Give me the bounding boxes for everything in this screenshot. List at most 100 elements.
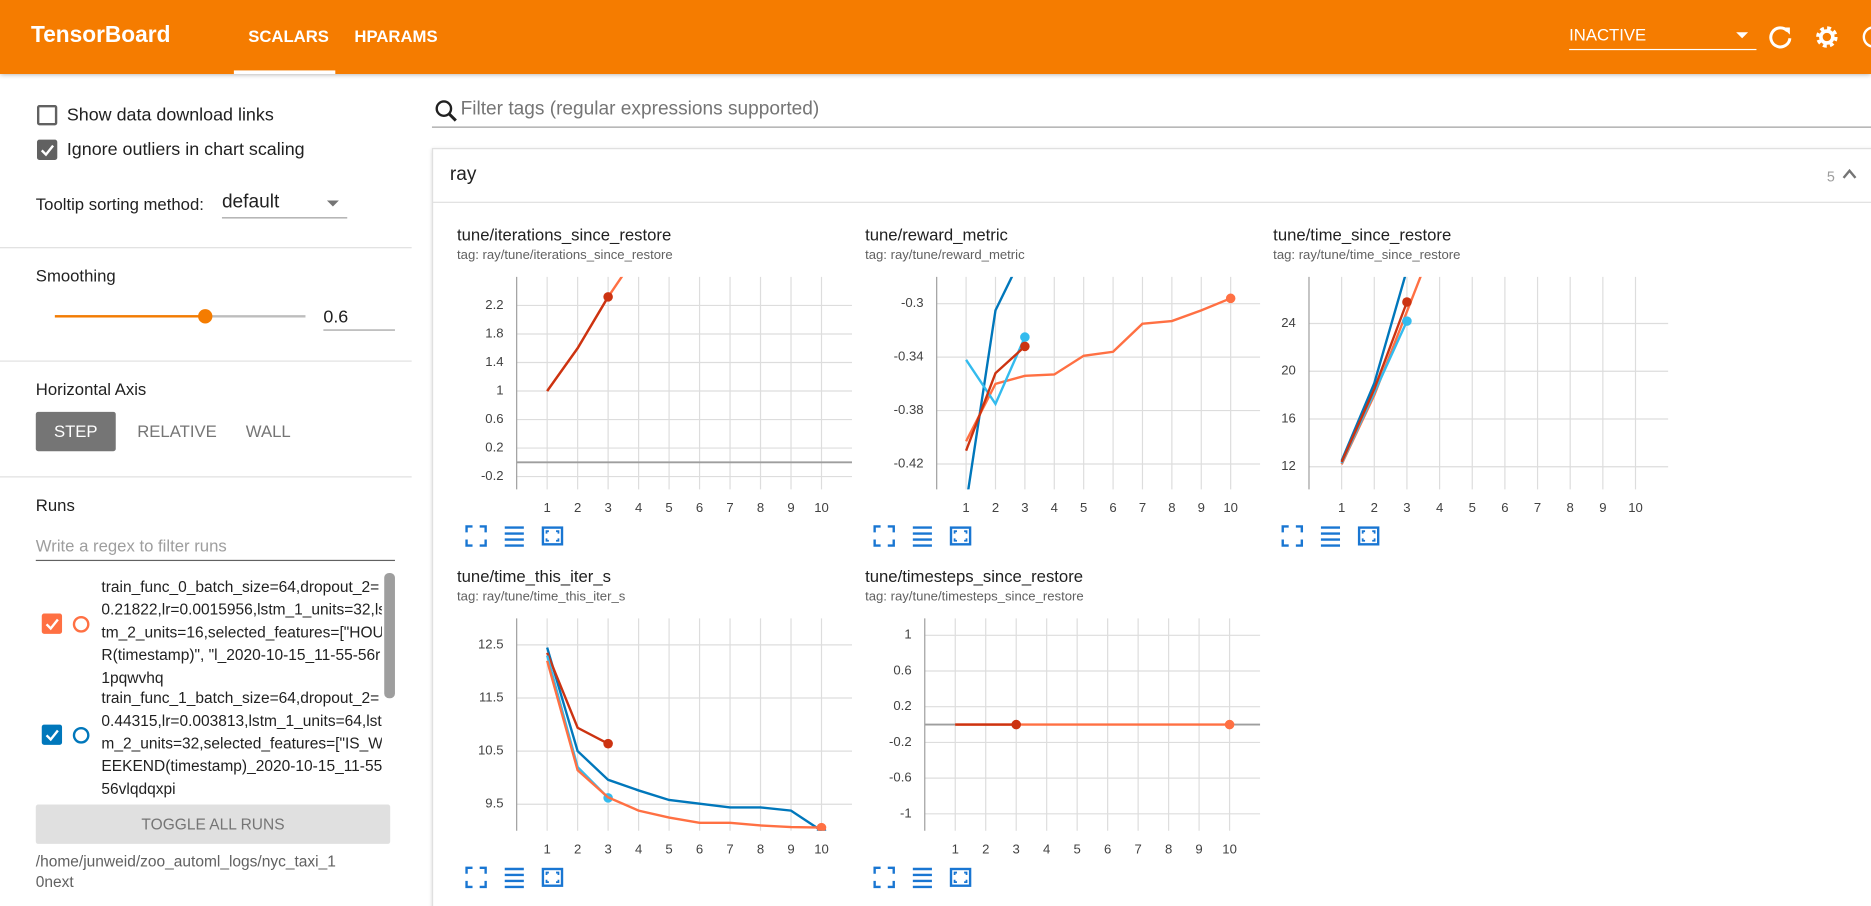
series-line: [967, 276, 1014, 490]
x-tick-label: 2: [992, 500, 999, 515]
x-tick-label: 9: [1198, 500, 1205, 515]
fit-domain-button[interactable]: [541, 867, 564, 887]
x-tick-label: 1: [962, 500, 969, 515]
tab[interactable]: HPARAMS: [354, 26, 438, 46]
x-tick-label: 3: [1013, 841, 1020, 856]
y-tick-label: 0.2: [893, 698, 911, 713]
smoothing-label: Smoothing: [35, 266, 116, 286]
chart-title: tune/time_since_restore: [1273, 226, 1451, 245]
run-color-ring[interactable]: [72, 726, 90, 744]
last-point: [1225, 293, 1236, 304]
slider-knob[interactable]: [198, 309, 213, 324]
fullscreen-button[interactable]: [465, 525, 487, 547]
scrollbar[interactable]: [384, 572, 395, 699]
last-point: [1224, 719, 1235, 730]
last-point: [1402, 316, 1412, 326]
fit-domain-button[interactable]: [541, 526, 564, 546]
fit-domain-button[interactable]: [1357, 526, 1380, 546]
x-tick-label: 2: [574, 841, 581, 856]
x-tick-label: 2: [574, 500, 581, 515]
data-table-button[interactable]: [1320, 526, 1341, 547]
x-tick-label: 8: [1165, 841, 1172, 856]
y-tick-label: 2.2: [485, 297, 503, 312]
tag-filter[interactable]: Filter tags (regular expressions support…: [460, 99, 820, 120]
x-tick-label: 1: [544, 500, 551, 515]
fullscreen-button[interactable]: [873, 866, 895, 889]
data-table-button[interactable]: [912, 867, 932, 889]
tab[interactable]: SCALARS: [248, 26, 329, 46]
runs-label: Runs: [35, 495, 75, 515]
data-table-button[interactable]: [912, 526, 932, 547]
checkbox[interactable]: [36, 105, 58, 126]
divider: [0, 476, 412, 478]
y-tick-label: -0.34: [894, 349, 924, 364]
x-tick-label: 8: [1567, 500, 1574, 515]
axis-button[interactable]: STEP: [35, 411, 116, 452]
logdir: /home/junweid/zoo_automl_logs/nyc_taxi_1…: [35, 852, 336, 891]
x-tick-label: 2: [982, 841, 989, 856]
y-tick-label: 24: [1281, 315, 1296, 330]
x-tick-label: 1: [952, 841, 959, 856]
x-tick-label: 4: [1043, 841, 1050, 856]
last-point: [1402, 297, 1412, 307]
y-tick-label: -0.42: [894, 455, 924, 470]
fullscreen-button[interactable]: [873, 525, 895, 547]
data-table-button[interactable]: [504, 526, 524, 547]
fit-domain-button[interactable]: [949, 867, 972, 887]
chart-title: tune/reward_metric: [865, 226, 1008, 245]
axis-button[interactable]: WALL: [245, 421, 291, 441]
y-tick-label: 1: [904, 627, 911, 642]
data-table-button[interactable]: [504, 867, 524, 889]
x-tick-label: 4: [1436, 500, 1443, 515]
status-select[interactable]: INACTIVE: [1569, 25, 1647, 45]
collapse-icon[interactable]: [1841, 167, 1858, 181]
chart-tag: tag: ray/tune/iterations_since_restore: [457, 247, 673, 262]
axis-button[interactable]: RELATIVE: [137, 421, 217, 441]
run-checkbox[interactable]: [41, 613, 63, 634]
x-tick-label: 9: [1599, 500, 1606, 515]
group-name[interactable]: ray: [449, 164, 477, 186]
chart-tag: tag: ray/tune/reward_metric: [865, 247, 1025, 262]
series-line: [546, 296, 610, 392]
x-tick-label: 4: [1051, 500, 1058, 515]
last-point: [1402, 265, 1412, 275]
y-tick-label: 12: [1281, 458, 1296, 473]
y-tick-label: 0.2: [485, 440, 503, 455]
runs-filter[interactable]: Write a regex to filter runs: [35, 535, 227, 556]
y-tick-label: -0.2: [481, 468, 504, 483]
x-tick-label: 1: [1338, 500, 1345, 515]
y-tick-label: 10.5: [478, 743, 504, 758]
chart-tag: tag: ray/tune/time_since_restore: [1273, 247, 1460, 262]
x-tick-label: 5: [1469, 500, 1476, 515]
input-underline: [323, 329, 395, 331]
y-tick-label: 9.5: [485, 796, 503, 811]
runs-list: train_func_0_batch_size=64,dropout_2=0.2…: [36, 573, 382, 797]
toggle-all-button[interactable]: TOGGLE ALL RUNS: [35, 804, 391, 844]
run-checkbox[interactable]: [41, 724, 63, 745]
fullscreen-button[interactable]: [465, 866, 487, 889]
series-line: [546, 647, 823, 831]
last-point: [1011, 719, 1021, 730]
run-color-ring[interactable]: [72, 615, 90, 633]
x-tick-label: 6: [1104, 841, 1111, 856]
fullscreen-button[interactable]: [1281, 525, 1304, 547]
brand: TensorBoard: [31, 22, 171, 48]
help-button[interactable]: [1861, 24, 1871, 50]
smoothing-value[interactable]: 0.6: [323, 306, 349, 328]
settings-button[interactable]: [1814, 24, 1840, 50]
dropdown-arrow: [1736, 32, 1749, 39]
checkbox[interactable]: [36, 139, 58, 160]
x-tick-label: 7: [726, 500, 733, 515]
select-underline: [1569, 48, 1757, 51]
y-tick-label: 1.8: [485, 325, 503, 340]
tooltip-select[interactable]: default: [221, 192, 280, 213]
x-tick-label: 9: [1195, 841, 1202, 856]
refresh-button[interactable]: [1767, 24, 1793, 50]
y-tick-label: -1: [900, 805, 912, 820]
series-line: [546, 652, 609, 745]
series-line: [964, 345, 1026, 452]
y-tick-label: 12.5: [478, 636, 504, 651]
fit-domain-button[interactable]: [949, 526, 972, 546]
last-point: [816, 822, 827, 831]
